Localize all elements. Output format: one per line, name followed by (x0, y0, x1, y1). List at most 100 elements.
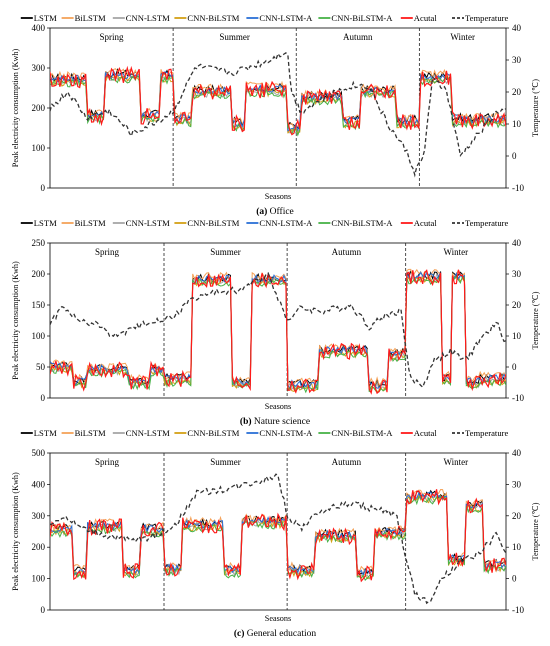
series-line-cnn-lstm (50, 72, 506, 134)
season-label: Summer (210, 247, 241, 257)
x-axis-title: Seasons (265, 192, 291, 201)
legend-entry: LSTM (20, 13, 57, 23)
legend-entry: CNN-BiLSTM (174, 13, 240, 23)
legend-label: Temperature (465, 218, 508, 228)
legend-entry: CNN-LSTM-A (246, 13, 313, 23)
x-axis-title: Seasons (265, 402, 291, 411)
chart-panel: LSTM BiLSTM CNN-LSTM CNN-BiLSTM CNN-LSTM-A CN… (11, 428, 540, 639)
y-tick-label: 0 (41, 605, 46, 615)
season-label: Autumn (343, 32, 373, 42)
legend-entry: BiLSTM (61, 218, 106, 228)
series-line-cnn-lstm-a (50, 69, 506, 132)
y2-tick-label: 20 (512, 300, 522, 310)
legend-entry: LSTM (20, 218, 57, 228)
caption-text: Office (270, 206, 294, 217)
season-label: Summer (219, 32, 250, 42)
y-tick-label: 200 (32, 542, 46, 552)
y-tick-label: 500 (32, 448, 46, 458)
y-tick-label: 300 (32, 511, 46, 521)
season-label: Winter (444, 457, 469, 467)
legend-entry: BiLSTM (61, 13, 106, 23)
y-tick-label: 400 (32, 23, 46, 33)
legend-label: CNN-BiLSTM (187, 218, 239, 228)
legend-entry: CNN-LSTM-A (246, 218, 313, 228)
y2-tick-label: 40 (512, 448, 522, 458)
series-line-cnn-bilstm (50, 275, 506, 393)
series-line-cnn-bilstm-a (50, 496, 506, 581)
legend-entry: Temperature (452, 218, 508, 228)
season-label: Summer (210, 457, 241, 467)
series-group (50, 52, 506, 178)
x-axis-title: Seasons (265, 614, 291, 623)
legend-label: CNN-LSTM-A (259, 218, 313, 228)
y2-axis-title: Temperature (℃) (531, 502, 540, 560)
series-line-bilstm (50, 488, 506, 575)
y2-tick-label: 30 (512, 479, 522, 489)
legend-entry: LSTM (20, 428, 57, 438)
y-tick-label: 0 (41, 183, 46, 193)
legend-label: CNN-LSTM-A (259, 13, 313, 23)
series-line-cnn-bilstm (50, 494, 506, 580)
series-line-cnn-bilstm-a (50, 74, 506, 137)
y2-tick-label: 10 (512, 119, 522, 129)
y-tick-label: 200 (32, 103, 46, 113)
season-label: Spring (95, 247, 120, 257)
caption-tag: (b) (240, 416, 254, 427)
y-tick-label: 150 (32, 300, 46, 310)
y2-tick-label: 10 (512, 542, 522, 552)
legend-label: CNN-LSTM-A (259, 428, 313, 438)
y-tick-label: 100 (32, 331, 46, 341)
legend-label: BiLSTM (75, 218, 106, 228)
series-line-bilstm (50, 268, 506, 387)
legend-entry: CNN-LSTM-A (246, 428, 313, 438)
series-line-acutal (50, 269, 506, 395)
y-tick-label: 200 (32, 269, 46, 279)
legend-label: Temperature (465, 428, 508, 438)
legend-entry: CNN-LSTM (112, 218, 170, 228)
y2-tick-label: 0 (512, 151, 517, 161)
y-tick-label: 0 (41, 393, 46, 403)
legend-label: LSTM (34, 428, 57, 438)
legend-entry: Temperature (452, 13, 508, 23)
panel-caption: (c) General education (234, 628, 317, 639)
legend-label: CNN-BiLSTM-A (331, 218, 393, 228)
y2-tick-label: 20 (512, 87, 522, 97)
y2-tick-label: 30 (512, 269, 522, 279)
series-line-acutal (50, 489, 506, 583)
season-label: Autumn (332, 247, 362, 257)
legend-entry: BiLSTM (61, 428, 106, 438)
legend-label: CNN-LSTM (126, 428, 170, 438)
y-tick-label: 400 (32, 479, 46, 489)
series-group (50, 473, 506, 605)
legend-entry: Acutal (400, 13, 437, 23)
y-tick-label: 250 (32, 238, 46, 248)
y2-tick-label: -10 (512, 183, 524, 193)
y-axis-title: Peak electricity consumption (Kwh) (11, 472, 20, 591)
legend-entry: Temperature (452, 428, 508, 438)
y2-tick-label: -10 (512, 393, 524, 403)
legend-entry: CNN-BiLSTM-A (318, 13, 393, 23)
legend-label: CNN-BiLSTM-A (331, 428, 393, 438)
legend-label: BiLSTM (75, 428, 106, 438)
panel-caption: (a) Office (256, 206, 294, 217)
y-tick-label: 300 (32, 63, 46, 73)
legend-label: LSTM (34, 13, 57, 23)
season-label: Spring (100, 32, 125, 42)
series-line-acutal (50, 65, 506, 136)
chart-panel: LSTM BiLSTM CNN-LSTM CNN-BiLSTM CNN-LSTM-A CN… (11, 218, 540, 427)
legend-label: Acutal (414, 218, 438, 228)
legend-label: Temperature (465, 13, 508, 23)
panel-caption: (b) Nature science (240, 416, 310, 427)
caption-tag: (c) (234, 628, 247, 639)
y2-tick-label: 40 (512, 23, 522, 33)
chart-panel: LSTM BiLSTM CNN-LSTM CNN-BiLSTM CNN-LSTM-A CN… (11, 13, 540, 217)
season-label: Autumn (332, 457, 362, 467)
legend-label: BiLSTM (75, 13, 106, 23)
caption-tag: (a) (256, 206, 269, 217)
series-group (50, 268, 506, 395)
legend-entry: CNN-BiLSTM-A (318, 428, 393, 438)
legend-label: CNN-BiLSTM (187, 13, 239, 23)
legend-entry: CNN-LSTM (112, 13, 170, 23)
y2-axis-title: Temperature (℃) (531, 79, 540, 137)
